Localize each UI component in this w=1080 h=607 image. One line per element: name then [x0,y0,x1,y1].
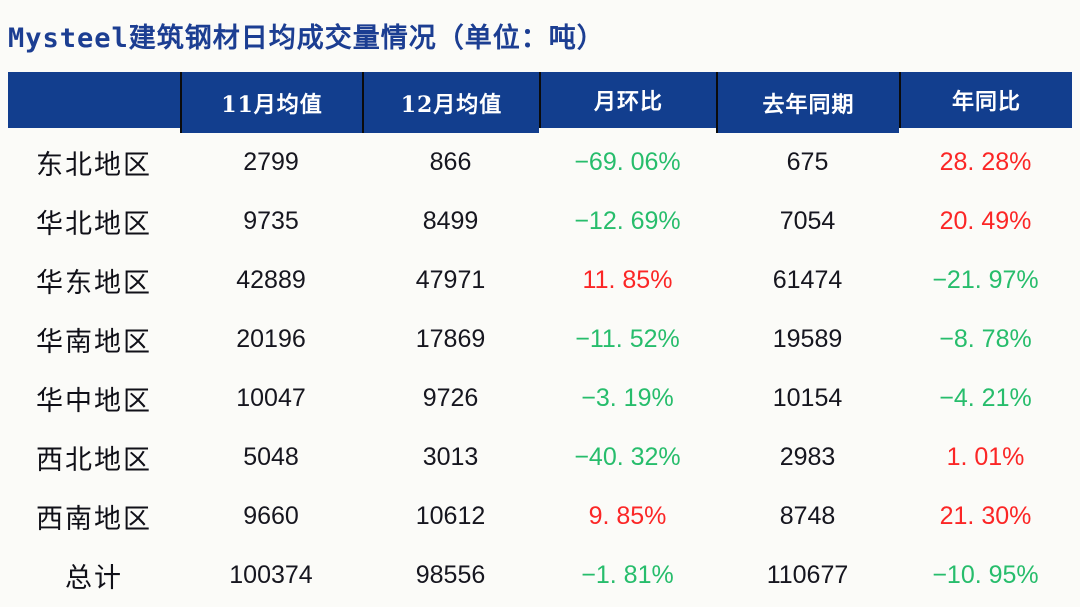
last-year-value: 110677 [766,561,849,589]
nov-avg-value: 10047 [236,384,306,412]
mom-value: −40. 32% [574,443,681,471]
yoy-value: 21. 30% [939,502,1032,530]
header-cell-mom: 月环比 [539,72,716,128]
last-year-value: 61474 [772,266,843,294]
region-label: 西北地区 [36,445,152,476]
dec-avg-value: 866 [429,148,472,176]
yoy-value: −21. 97% [932,266,1039,294]
table-row: 华东地区 42889 47971 11. 85% 61474 −21. 97% [8,251,1072,310]
table-row: 西南地区 9660 10612 9. 85% 8748 21. 30% [8,487,1072,546]
region-label: 华中地区 [36,386,152,417]
mom-value: 9. 85% [588,502,667,530]
dec-avg-value: 8499 [422,207,479,235]
mom-value: −3. 19% [581,384,674,412]
region-label: 华南地区 [36,327,152,358]
dec-avg-value: 17869 [415,325,486,353]
yoy-value: −4. 21% [939,384,1032,412]
region-label: 西南地区 [36,504,152,535]
nov-avg-value: 20196 [236,325,306,353]
table-row: 西北地区 5048 3013 −40. 32% 2983 1. 01% [8,428,1072,487]
yoy-value: 20. 49% [939,207,1032,235]
mom-value: 11. 85% [582,266,673,294]
last-year-value: 2983 [779,443,836,471]
data-table: 11月均值 12月均值 月环比 去年同期 年同比 东北地区 2799 866 −… [8,72,1072,605]
table-row: 东北地区 2799 866 −69. 06% 675 28. 28% [8,133,1072,192]
table-row-total: 总计 100374 98556 −1. 81% 110677 −10. 95% [8,546,1072,605]
yoy-value: −10. 95% [932,561,1039,589]
table-body: 东北地区 2799 866 −69. 06% 675 28. 28% 华北地区 … [8,133,1072,605]
yoy-value: 1. 01% [946,443,1025,471]
last-year-value: 10154 [772,384,843,412]
page-title: Mysteel建筑钢材日均成交量情况（单位：吨） [8,23,605,54]
dec-avg-value: 98556 [415,561,486,589]
nov-avg-value: 5048 [243,443,299,471]
mom-value: −12. 69% [574,207,681,235]
mom-value: −11. 52% [575,325,680,353]
nov-avg-value: 9735 [243,207,299,235]
nov-avg-value: 2799 [243,148,299,176]
last-year-value: 7054 [779,207,836,235]
region-label: 华东地区 [36,268,152,299]
dec-avg-value: 3013 [422,443,479,471]
yoy-value: 28. 28% [939,148,1032,176]
header-cell-nov-avg: 11月均值 [180,72,362,133]
header-cell-empty [8,72,180,128]
header-cell-dec-avg: 12月均值 [362,72,539,133]
header-cell-last-year: 去年同期 [716,72,899,133]
table-row: 华中地区 10047 9726 −3. 19% 10154 −4. 21% [8,369,1072,428]
nov-avg-value: 42889 [236,266,306,294]
table-row: 华南地区 20196 17869 −11. 52% 19589 −8. 78% [8,310,1072,369]
dec-avg-value: 10612 [415,502,486,530]
region-label: 总计 [65,563,123,594]
table-row: 华北地区 9735 8499 −12. 69% 7054 20. 49% [8,192,1072,251]
nov-avg-value: 100374 [229,561,313,589]
last-year-value: 19589 [772,325,843,353]
header-cell-yoy: 年同比 [899,72,1072,128]
last-year-value: 675 [786,148,829,176]
dec-avg-value: 47971 [415,266,486,294]
mom-value: −1. 81% [581,561,674,589]
nov-avg-value: 9660 [243,502,299,530]
region-label: 东北地区 [36,150,152,181]
yoy-value: −8. 78% [939,325,1032,353]
last-year-value: 8748 [779,502,836,530]
mom-value: −69. 06% [574,148,681,176]
table-header-row: 11月均值 12月均值 月环比 去年同期 年同比 [8,72,1072,133]
region-label: 华北地区 [36,209,152,240]
dec-avg-value: 9726 [422,384,479,412]
